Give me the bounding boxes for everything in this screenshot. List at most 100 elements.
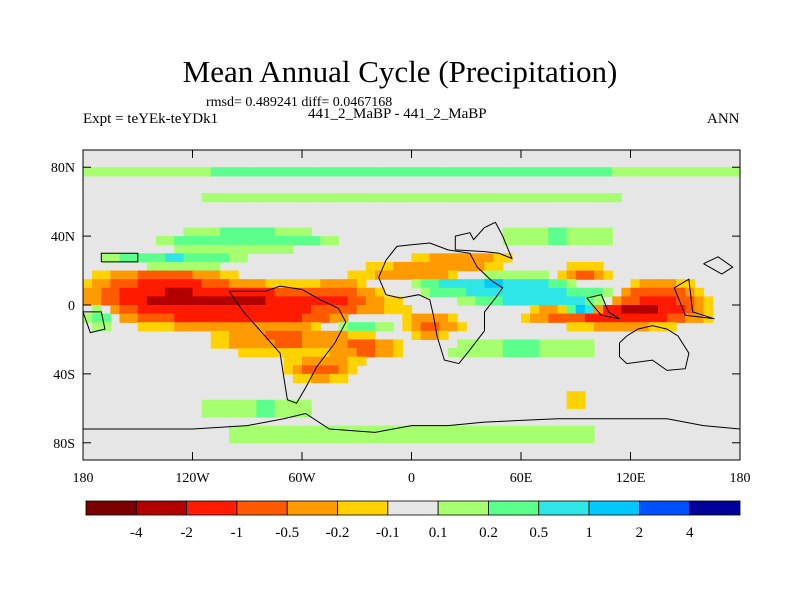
- field-cell: [575, 339, 586, 349]
- field-cell: [475, 434, 486, 444]
- colorbar-label: -4: [130, 525, 143, 541]
- field-cell: [210, 244, 221, 254]
- field-cell: [667, 313, 677, 323]
- field-cell: [210, 253, 221, 263]
- field-cell: [110, 279, 121, 289]
- field-cell: [128, 270, 139, 280]
- field-cell: [420, 193, 431, 203]
- field-cell: [575, 296, 586, 306]
- field-cell: [238, 236, 248, 246]
- field-cell: [384, 305, 394, 315]
- field-cell: [502, 287, 513, 297]
- field-cell: [156, 167, 166, 177]
- field-cell: [283, 244, 294, 254]
- field-cell: [457, 434, 467, 444]
- field-cell: [639, 305, 650, 315]
- field-cell: [411, 253, 422, 263]
- field-cell: [229, 227, 239, 237]
- field-cell: [256, 434, 267, 444]
- field-cell: [521, 270, 531, 280]
- field-cell: [192, 227, 203, 237]
- field-cell: [347, 330, 358, 341]
- field-cell: [329, 305, 340, 315]
- field-cell: [676, 305, 686, 315]
- field-cell: [229, 399, 239, 409]
- field-cell: [657, 279, 668, 289]
- field-cell: [201, 193, 212, 203]
- field-cell: [174, 287, 184, 297]
- field-cell: [575, 227, 586, 237]
- field-cell: [347, 287, 358, 297]
- field-cell: [329, 193, 340, 203]
- field-cell: [603, 287, 613, 297]
- field-cell: [603, 313, 613, 323]
- field-cell: [438, 287, 449, 297]
- field-cell: [502, 339, 513, 349]
- field-cell: [566, 348, 577, 358]
- field-cell: [238, 330, 248, 341]
- colorbar-swatch: [387, 500, 439, 516]
- field-cell: [219, 330, 230, 341]
- field-cell: [475, 425, 486, 435]
- field-cell: [219, 253, 230, 263]
- field-cell: [110, 296, 121, 306]
- field-cell: [375, 322, 385, 332]
- field-cell: [137, 279, 148, 289]
- field-cell: [265, 236, 276, 246]
- field-cell: [174, 322, 184, 332]
- field-cell: [229, 270, 239, 280]
- field-cell: [365, 425, 376, 435]
- field-cell: [566, 399, 577, 409]
- field-cell: [429, 167, 440, 177]
- field-cell: [438, 193, 449, 203]
- field-cell: [119, 287, 130, 297]
- field-cell: [657, 322, 668, 332]
- field-cell: [137, 305, 148, 315]
- field-cell: [493, 296, 504, 306]
- field-cell: [667, 305, 677, 315]
- field-cell: [511, 236, 522, 246]
- field-cell: [466, 339, 476, 349]
- field-cell: [265, 244, 276, 254]
- field-cell: [548, 167, 559, 177]
- field-cell: [174, 313, 184, 323]
- field-cell: [256, 408, 267, 418]
- field-cell: [685, 313, 695, 323]
- field-cell: [530, 425, 540, 435]
- field-cell: [201, 253, 212, 263]
- field-cell: [539, 193, 549, 203]
- field-cell: [521, 434, 531, 444]
- field-cell: [448, 261, 458, 272]
- field-cell: [566, 322, 577, 332]
- field-cell: [283, 348, 294, 358]
- field-cell: [484, 279, 495, 289]
- field-cell: [475, 193, 486, 203]
- field-cell: [411, 193, 422, 203]
- field-cell: [128, 313, 139, 323]
- field-cell: [192, 296, 203, 306]
- field-cell: [484, 253, 495, 263]
- field-cell: [92, 296, 102, 306]
- field-cell: [201, 244, 212, 254]
- field-cell: [521, 193, 531, 203]
- field-cell: [448, 348, 458, 358]
- field-cell: [329, 279, 340, 289]
- field-cell: [238, 279, 248, 289]
- field-cell: [101, 322, 111, 332]
- field-cell: [302, 425, 312, 435]
- field-cell: [521, 236, 531, 246]
- field-cell: [247, 305, 257, 315]
- field-cell: [320, 305, 330, 315]
- field-cell: [584, 348, 595, 358]
- field-cell: [521, 348, 531, 358]
- field-cell: [365, 339, 376, 349]
- field-cell: [347, 305, 358, 315]
- field-cell: [365, 270, 376, 280]
- field-cell: [438, 253, 449, 263]
- field-cell: [338, 348, 349, 358]
- field-cell: [320, 356, 330, 366]
- field-cell: [311, 313, 321, 323]
- field-cell: [511, 296, 522, 306]
- field-cell: [338, 339, 349, 349]
- field-cell: [493, 167, 504, 177]
